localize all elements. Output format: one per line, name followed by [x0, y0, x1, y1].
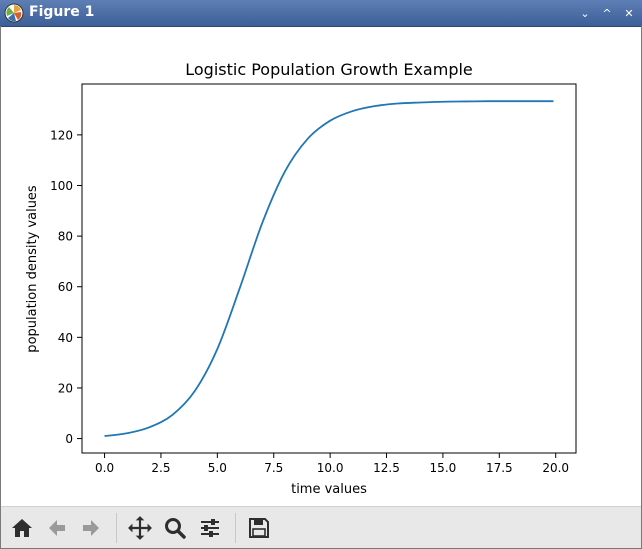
save-icon [249, 518, 269, 538]
y-tick-label: 80 [58, 230, 73, 244]
line-chart: Logistic Population Growth Example 0.0 2.… [25, 60, 577, 497]
plot-axes [81, 83, 577, 454]
x-tick-label: 15.0 [430, 461, 457, 475]
close-button[interactable]: ✕ [624, 6, 634, 20]
y-tick-label: 20 [58, 381, 73, 395]
x-tick-label: 5.0 [208, 461, 227, 475]
home-icon [12, 519, 32, 537]
save-button[interactable] [244, 513, 274, 543]
title-bar[interactable]: Figure 1 ⌄ ^ ✕ [0, 0, 642, 27]
y-tick-label: 120 [50, 128, 73, 142]
toolbar-separator [235, 513, 236, 543]
series-group [104, 100, 554, 437]
y-tick-label: 100 [50, 179, 73, 193]
plot-frame [81, 83, 577, 454]
y-tick-label: 40 [58, 331, 73, 345]
chart-title: Logistic Population Growth Example [185, 60, 473, 79]
y-axis-ticks: 0 20 40 60 80 100 120 [50, 128, 82, 446]
x-tick-label: 20.0 [542, 461, 569, 475]
home-button[interactable] [7, 513, 37, 543]
pan-icon [128, 516, 152, 540]
x-tick-label: 0.0 [95, 461, 114, 475]
y-tick-label: 0 [65, 432, 73, 446]
back-button[interactable] [42, 513, 72, 543]
y-axis-label: population density values [25, 185, 40, 353]
x-tick-label: 17.5 [486, 461, 513, 475]
x-tick-label: 10.0 [317, 461, 344, 475]
minimize-button[interactable]: ⌄ [580, 6, 590, 20]
y-tick-label: 60 [58, 280, 73, 294]
maximize-button[interactable]: ^ [602, 6, 612, 20]
forward-button[interactable] [76, 513, 106, 543]
x-tick-label: 2.5 [151, 461, 170, 475]
x-axis-label: time values [291, 482, 367, 497]
configure-subplots-icon [201, 519, 219, 537]
configure-subplots-button[interactable] [195, 513, 225, 543]
window-frame [0, 26, 1, 549]
pan-button[interactable] [125, 513, 155, 543]
back-arrow-icon [49, 520, 65, 536]
x-tick-label: 12.5 [373, 461, 400, 475]
toolbar-separator [116, 513, 117, 543]
matplotlib-logo-icon [4, 3, 24, 23]
x-axis-ticks: 0.0 2.5 5.0 7.5 10.0 12.5 15.0 17.5 20.0 [95, 453, 569, 475]
figure-canvas[interactable]: Logistic Population Growth Example 0.0 2.… [1, 27, 641, 505]
x-tick-label: 7.5 [264, 461, 283, 475]
series-line [104, 100, 554, 437]
zoom-icon [165, 518, 186, 539]
zoom-button[interactable] [160, 513, 190, 543]
navigation-toolbar [1, 506, 641, 549]
window-title: Figure 1 [29, 4, 95, 20]
forward-arrow-icon [83, 520, 99, 536]
